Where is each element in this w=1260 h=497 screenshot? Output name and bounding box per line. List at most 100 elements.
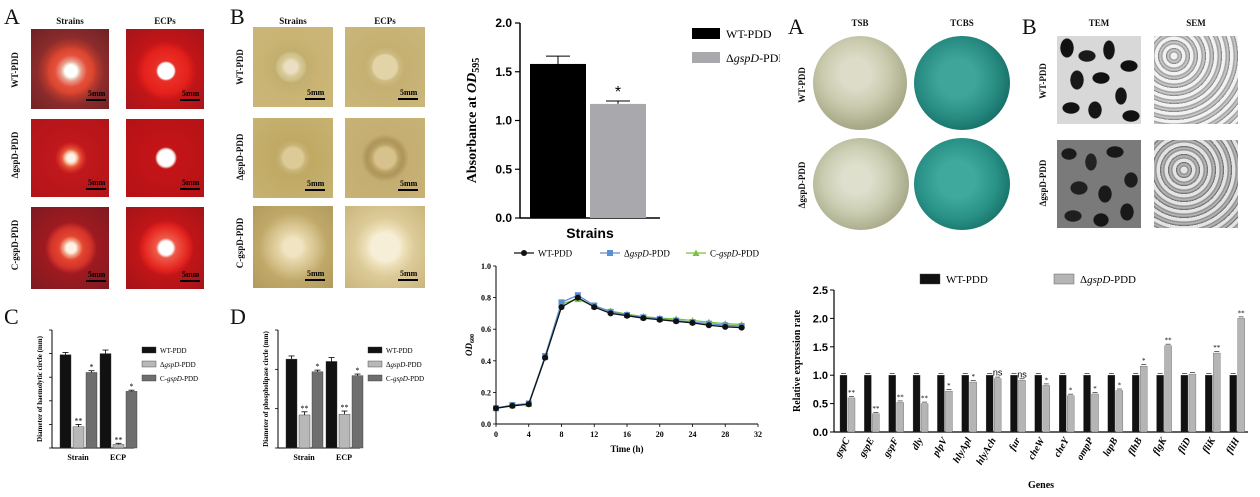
significance-mark: * — [947, 382, 951, 390]
data-point — [558, 304, 565, 311]
significance-mark: ns — [1017, 369, 1027, 379]
panel-c-label: C — [4, 304, 19, 329]
bar — [864, 375, 872, 433]
panel-a-col-strains: Strains — [56, 16, 84, 26]
gene-label: gspC — [832, 436, 852, 460]
expression-chart: 0.0 0.5 1.0 1.5 2.0 2.5 Relative expression ra… — [792, 273, 1248, 491]
data-point — [673, 318, 680, 325]
legend-swatch — [919, 273, 941, 285]
panel-b2-col-tem: TEM — [1088, 18, 1110, 28]
gene-label: lapB — [1101, 436, 1120, 459]
panel-a2-label: A — [788, 14, 804, 39]
panel-b2-row-wt: WT-PDD — [1038, 63, 1048, 99]
gene-label: dly — [910, 436, 926, 453]
legend-label: ΔgspD-PDD — [624, 249, 670, 259]
legend-marker — [607, 250, 613, 256]
bar — [1010, 375, 1018, 433]
legend-swatch — [1053, 273, 1075, 285]
gene-label: plpV — [930, 435, 950, 459]
gene-label: hlyAch — [974, 436, 998, 467]
data-point — [525, 401, 532, 408]
legend-label: C-gspD-PDD — [160, 375, 198, 383]
bar — [590, 103, 646, 218]
data-point — [542, 354, 549, 361]
tcbs-plate-wt — [914, 36, 1010, 130]
panel-a-row-wt: WT-PDD — [10, 52, 20, 88]
legend-label: WT-PDD — [538, 249, 573, 259]
y-tick-label: 0.8 — [481, 294, 491, 303]
x-tick-label: 8 — [560, 430, 564, 439]
data-point — [558, 299, 565, 306]
panel-a-label: A — [4, 4, 20, 29]
panel-b2-col-sem: SEM — [1186, 18, 1206, 28]
bar — [72, 426, 85, 449]
legend-swatch — [367, 346, 383, 354]
bar — [993, 378, 1002, 433]
bar — [896, 402, 904, 433]
x-tick-label: 28 — [721, 430, 729, 439]
gene-label: hlyApl — [951, 436, 974, 465]
y-tick-label: 0.0 — [813, 427, 828, 439]
bar — [937, 375, 945, 433]
bar — [985, 375, 994, 433]
significance-mark: ** — [848, 389, 856, 397]
significance-mark: * — [316, 362, 320, 371]
panel-a2-col-tcbs: TCBS — [950, 18, 974, 28]
significance-mark: * — [90, 363, 94, 372]
panel-b-scale-4: 5mm — [400, 179, 418, 188]
absorbance-chart: 0.0 0.5 1.0 1.5 2.0 Absorbance at OD595 Strain… — [465, 16, 780, 241]
y-axis-label: Absorbance at OD595 — [465, 58, 482, 183]
panel-d-label: D — [230, 304, 246, 329]
bar — [888, 375, 896, 433]
panel-a-scale-1: 5mm — [88, 89, 106, 98]
bar — [847, 397, 856, 433]
bar — [1034, 375, 1042, 433]
category-label: Strain — [67, 453, 89, 462]
y-axis-label: Diameter of phospholipase circle (mm) — [262, 331, 270, 447]
panel-b-scale-1: 5mm — [307, 88, 325, 97]
gene-label: fur — [1007, 436, 1023, 453]
y-tick-label: 0.0 — [495, 211, 512, 225]
bar — [912, 375, 921, 433]
data-point — [640, 315, 647, 322]
panel-a-scale-3: 5mm — [88, 178, 106, 187]
legend-label: WT-PDD — [160, 347, 187, 355]
data-point — [705, 322, 712, 329]
y-tick-label: 2.5 — [813, 285, 828, 297]
bar — [1164, 345, 1172, 433]
bar — [1067, 395, 1075, 433]
bar — [530, 63, 586, 219]
panel-a-scale-bar-1 — [86, 99, 106, 101]
category-label: ECP — [336, 453, 352, 462]
panel-b-col-strains: Strains — [279, 16, 307, 26]
significance-mark: ** — [872, 405, 880, 413]
significance-mark: * — [1142, 357, 1146, 365]
x-tick-label: 16 — [623, 430, 631, 439]
bar — [969, 381, 977, 433]
panel-a-scale-4: 5mm — [182, 178, 200, 187]
data-point — [509, 402, 516, 409]
gene-label: flgK — [1151, 435, 1170, 457]
x-tick-label: 12 — [590, 430, 598, 439]
significance-mark: * — [972, 373, 976, 381]
significance-mark: ** — [1238, 309, 1246, 317]
phospholipase-photo-wt-ecp — [345, 27, 425, 107]
legend-swatch — [141, 346, 157, 354]
sem-image-wt — [1154, 36, 1238, 124]
significance-mark: ** — [115, 435, 123, 444]
significance-mark: ** — [75, 416, 83, 425]
data-point — [738, 324, 745, 331]
panel-b-label: B — [230, 4, 245, 29]
legend-label: ΔgspD-PDD — [160, 361, 196, 369]
panel-a2-col-tsb: TSB — [851, 18, 869, 28]
significance-mark: ** — [897, 393, 905, 401]
y-tick-label: 1.0 — [495, 114, 512, 128]
panel-b-scale-5: 5mm — [307, 269, 325, 278]
panel-b-scale-bar-5 — [305, 279, 325, 281]
significance-mark: ** — [921, 395, 929, 403]
y-tick-label: 2.0 — [495, 16, 512, 30]
legend-swatch — [141, 374, 157, 382]
significance-mark: * — [130, 382, 134, 391]
panel-b-row-cgspd: C-gspD-PDD — [235, 217, 245, 269]
y-tick-label: 1.0 — [481, 262, 491, 271]
